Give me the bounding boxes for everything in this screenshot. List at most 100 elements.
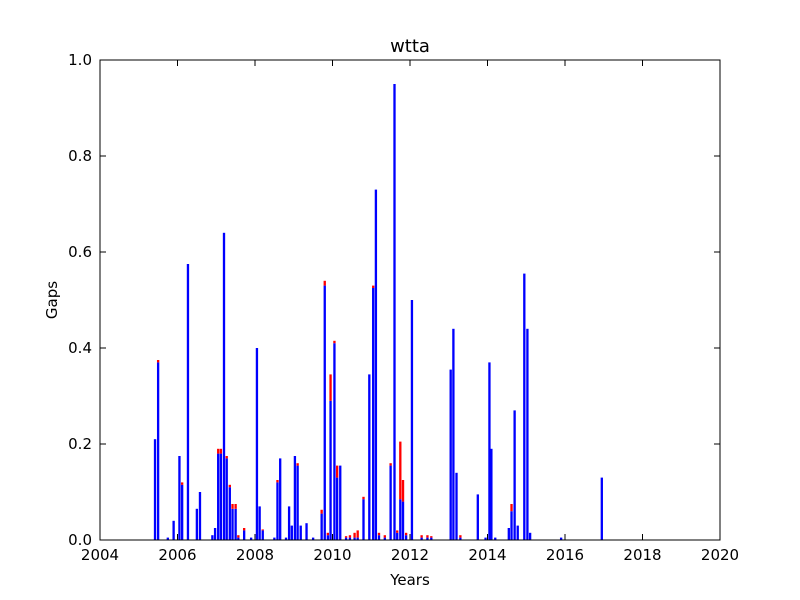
bar-s0-38 [329, 400, 332, 540]
bar-s0-19 [242, 530, 246, 540]
bar-s0-72 [510, 511, 513, 540]
x-tick-label-8: 2020 [701, 546, 739, 564]
bar-s0-35 [320, 513, 323, 540]
bar-s0-31 [296, 465, 299, 540]
bar-s0-76 [526, 328, 529, 540]
bar-s0-11 [217, 453, 220, 540]
bar-s0-77 [528, 532, 532, 540]
bar-s1-46 [362, 496, 365, 500]
bar-s0-1 [156, 362, 160, 540]
bar-s1-43 [348, 535, 352, 538]
bar-s0-40 [335, 477, 339, 540]
bar-s0-44 [353, 537, 356, 540]
bar-s1-25 [276, 480, 279, 483]
bar-s0-34 [311, 537, 315, 540]
bar-s0-9 [211, 535, 214, 540]
bar-s0-21 [255, 348, 259, 540]
bar-s0-41 [339, 465, 342, 540]
bar-s1-42 [344, 536, 348, 538]
bar-s0-68 [488, 362, 491, 540]
x-tick-label-0: 2004 [81, 546, 119, 564]
bar-s0-53 [393, 84, 396, 540]
bar-s0-51 [383, 537, 386, 540]
x-axis-title: Years [389, 571, 430, 589]
bar-s0-27 [284, 537, 288, 540]
x-tick-label-5: 2014 [468, 546, 506, 564]
bar-s0-75 [523, 273, 526, 540]
bar-s1-36 [323, 280, 326, 286]
bar-s0-79 [600, 477, 603, 540]
y-tick-label-0: 0.0 [68, 531, 92, 549]
bar-s0-32 [299, 525, 302, 540]
bar-s1-60 [426, 535, 429, 538]
bar-s1-39 [333, 340, 336, 344]
bar-s0-8 [198, 492, 202, 540]
bar-s0-74 [516, 525, 519, 540]
bar-s0-54 [396, 532, 399, 540]
bar-s0-59 [420, 537, 423, 540]
bar-s1-45 [356, 530, 359, 538]
bar-s0-33 [305, 523, 308, 540]
y-tick-label-4: 0.8 [68, 147, 92, 165]
bar-s0-29 [290, 525, 293, 540]
bar-s0-71 [507, 528, 510, 540]
bar-s0-13 [222, 232, 226, 541]
bar-s0-39 [333, 343, 336, 540]
bar-s0-65 [459, 537, 462, 540]
bar-s0-63 [452, 328, 455, 540]
chart-title: wtta [390, 36, 430, 57]
bar-s0-36 [323, 285, 326, 540]
bar-s0-69 [490, 448, 493, 540]
bar-s0-6 [186, 264, 190, 540]
bar-s0-2 [166, 537, 169, 540]
bar-s0-30 [293, 456, 297, 540]
bar-s0-0 [153, 439, 157, 540]
bar-s0-18 [237, 537, 240, 540]
bar-s0-17 [234, 508, 237, 540]
bar-s0-58 [410, 300, 414, 540]
bar-s0-78 [559, 537, 563, 540]
bar-s1-16 [231, 504, 234, 509]
bar-s0-12 [219, 453, 223, 540]
bar-s1-17 [234, 504, 237, 509]
bar-s0-50 [377, 535, 381, 540]
bar-s0-57 [404, 535, 408, 540]
bar-s0-4 [178, 456, 181, 540]
bar-s0-37 [326, 535, 330, 540]
bar-s0-67 [484, 537, 487, 540]
bar-s1-40 [335, 465, 339, 478]
bar-s0-16 [231, 508, 234, 540]
bar-s1-44 [353, 532, 356, 538]
bar-s0-49 [374, 189, 378, 540]
bar-s0-55 [399, 499, 402, 540]
bar-s1-59 [420, 535, 423, 538]
bar-s0-66 [476, 494, 479, 540]
y-tick-label-2: 0.4 [68, 339, 92, 357]
bar-s0-14 [225, 458, 228, 540]
bar-s0-61 [430, 537, 433, 540]
bar-s0-64 [455, 472, 458, 540]
bar-s1-11 [217, 448, 220, 454]
bar-s1-50 [377, 532, 381, 536]
bar-s1-51 [383, 535, 386, 538]
plot-frame [99, 59, 721, 541]
bar-s1-23 [261, 529, 264, 531]
bar-s0-43 [348, 537, 352, 540]
bar-s0-60 [426, 537, 429, 540]
bar-s0-62 [449, 369, 452, 540]
bar-s0-47 [368, 374, 371, 540]
bar-s1-12 [219, 448, 223, 454]
bar-s0-46 [362, 499, 365, 540]
x-tick-label-3: 2010 [313, 546, 351, 564]
y-tick-label-5: 1.0 [68, 51, 92, 69]
bar-s1-31 [296, 463, 299, 466]
x-tick-label-7: 2018 [623, 546, 661, 564]
bar-s1-14 [225, 456, 228, 459]
bar-s0-7 [195, 508, 199, 540]
bar-s0-26 [279, 458, 282, 540]
bar-s1-1 [156, 360, 160, 363]
bar-s1-19 [242, 528, 246, 531]
bar-s0-22 [258, 506, 261, 540]
bar-s1-55 [399, 441, 402, 500]
ticks-layer: 2004 2006 2008 2010 2012 2014 2016 2018 2020 0.0 0… [68, 51, 739, 564]
